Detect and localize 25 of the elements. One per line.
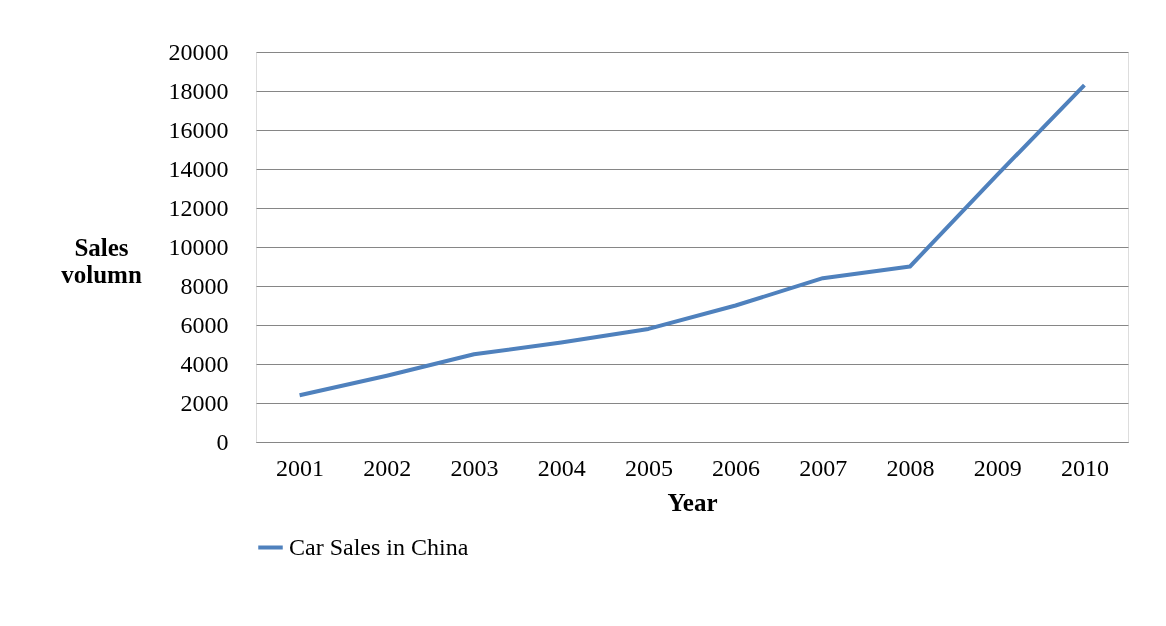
y-tick-label: 0 — [216, 428, 229, 455]
y-tick-label: 8000 — [180, 272, 229, 299]
x-tick-label: 2007 — [799, 454, 848, 481]
y-axis-title: Sales volumn — [61, 233, 142, 288]
y-tick-label: 12000 — [168, 194, 229, 221]
y-tick-label: 14000 — [168, 155, 229, 182]
y-tick-label: 20000 — [168, 38, 229, 65]
x-tick-label: 2002 — [363, 454, 412, 481]
x-axis-title: Year — [667, 488, 718, 516]
x-tick-label: 2009 — [973, 454, 1022, 481]
x-tick-label: 2006 — [712, 454, 761, 481]
x-tick-label: 2005 — [624, 454, 673, 481]
x-tick-label: 2003 — [450, 454, 499, 481]
y-tick-label: 16000 — [168, 116, 229, 143]
y-tick-label: 18000 — [168, 77, 229, 104]
y-tick-label: 2000 — [180, 389, 229, 416]
x-tick-label: 2008 — [886, 454, 935, 481]
y-tick-label: 10000 — [168, 233, 229, 260]
x-tick-label: 2001 — [276, 454, 325, 481]
y-tick-label: 6000 — [180, 311, 229, 338]
x-tick-label: 2004 — [537, 454, 586, 481]
y-tick-label: 4000 — [180, 350, 229, 377]
x-tick-label: 2010 — [1060, 454, 1109, 481]
legend-label: Car Sales in China — [289, 533, 469, 560]
line-series — [297, 83, 1087, 398]
